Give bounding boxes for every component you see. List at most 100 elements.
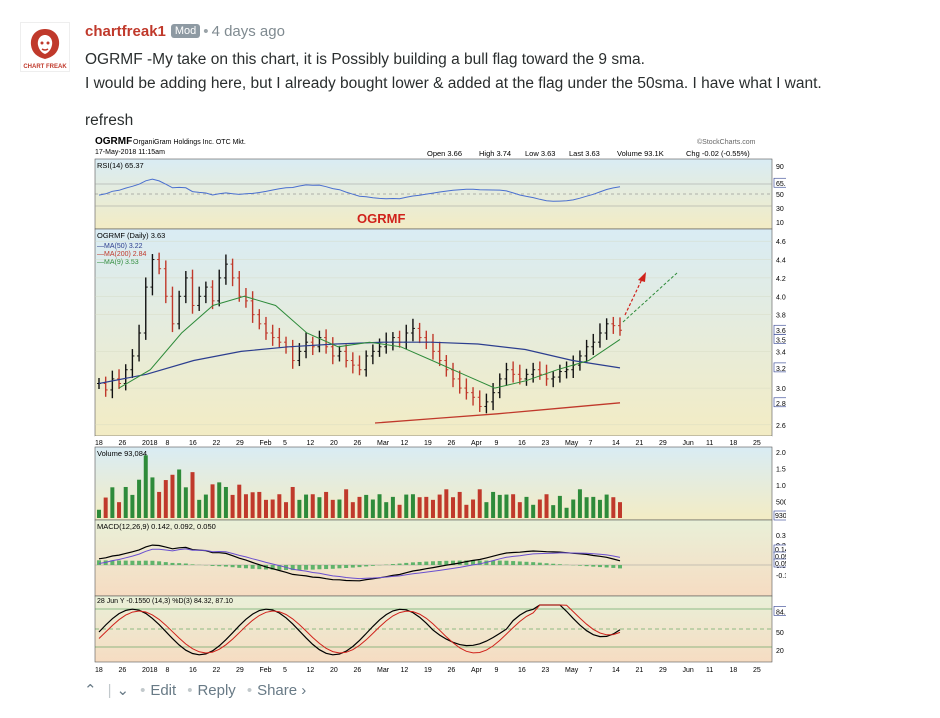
macd-hist-bar: [437, 561, 442, 565]
volume-bar: [123, 486, 128, 518]
comment-line: OGRMF -My take on this chart, it is Poss…: [85, 51, 645, 68]
macd-axis: 0.30.20.10.0-0.10.1420.0920.050: [773, 533, 786, 580]
volume-tag: 93084: [775, 513, 786, 520]
x-tick-label: 16: [189, 667, 197, 674]
projection-line: [622, 272, 678, 323]
volume-bar: [524, 496, 529, 518]
volume-bar: [430, 499, 435, 518]
volume-bar: [370, 499, 375, 518]
macd-hist-bar: [257, 565, 262, 570]
macd-hist-bar: [170, 562, 175, 565]
price-tick-label: 3.0: [776, 386, 786, 393]
price-tick-label: 4.6: [776, 239, 786, 246]
target-arrow: [624, 276, 644, 316]
volume-bar: [170, 474, 175, 518]
macd-hist-bar: [591, 565, 596, 567]
comment-timestamp[interactable]: 4 days ago: [211, 23, 285, 40]
x-tick-label: Apr: [471, 667, 483, 674]
volume-bar: [557, 495, 562, 518]
arrow-head-icon: [638, 272, 646, 282]
volume-bar: [497, 494, 502, 518]
volume-bar: [444, 489, 449, 518]
x-tick-label: 2018: [142, 667, 158, 674]
volume-label: Volume 93,084: [97, 449, 147, 458]
volume-bar: [591, 496, 596, 518]
price-tick-label: 4.2: [776, 276, 786, 283]
macd-hist-bar: [237, 565, 242, 568]
volume-axis: 2.0M 1.5M 1.0M 500K 93084: [773, 450, 786, 521]
macd-hist-bar: [504, 560, 509, 565]
macd-hist-bar: [304, 565, 309, 570]
x-tick-label: 16: [518, 667, 526, 674]
avatar[interactable]: CHART FREAK: [20, 22, 70, 72]
volume-bar: [290, 486, 295, 518]
reply-link[interactable]: Reply: [197, 682, 236, 699]
ma-legend: —MA(50) 3.22—MA(200) 2.84—MA(9) 3.53: [97, 243, 147, 266]
edit-link[interactable]: Edit: [150, 682, 177, 699]
x-tick-label: 9: [495, 667, 499, 674]
volume-bar: [210, 484, 215, 518]
volume-bar: [324, 491, 329, 518]
ma-legend-item: —MA(9) 3.53: [97, 259, 139, 266]
x-tick-label: 18: [730, 440, 738, 447]
volume-bar: [317, 497, 322, 518]
stock-chart-image[interactable]: OGRMF OrganiGram Holdings Inc. OTC Mkt. …: [85, 132, 786, 674]
volume-bar: [451, 497, 456, 518]
x-tick-label: 14: [612, 667, 620, 674]
macd-hist-bar: [370, 565, 375, 566]
price-tick-label: 3.53: [776, 337, 786, 344]
upvote-button[interactable]: ⌃: [84, 682, 97, 699]
x-tick-label: 29: [659, 667, 667, 674]
refresh-link[interactable]: refresh: [85, 112, 134, 129]
x-tick-label: 20: [330, 440, 338, 447]
share-link[interactable]: Share ›: [257, 682, 307, 699]
macd-hist-bar: [163, 562, 168, 565]
x-tick-label: 18: [95, 667, 103, 674]
x-tick-label: 26: [448, 440, 456, 447]
x-tick-label: Jun: [683, 440, 694, 447]
macd-hist-bar: [364, 565, 369, 567]
macd-hist-bar: [424, 561, 429, 565]
x-tick-label: 16: [518, 440, 526, 447]
x-tick-label: 12: [307, 667, 315, 674]
separator: •: [246, 682, 253, 699]
quote-low: Low 3.63: [525, 149, 555, 158]
macd-histogram: [97, 560, 622, 571]
volume-bar: [424, 496, 429, 518]
volume-bar: [484, 502, 489, 518]
rsi-line: [98, 178, 621, 202]
x-tick-label: 8: [166, 667, 170, 674]
author-name[interactable]: chartfreak1: [85, 23, 166, 40]
ma-legend-item: —MA(50) 3.22: [97, 243, 143, 250]
x-tick-label: 23: [542, 440, 550, 447]
volume-bar: [611, 497, 616, 518]
macd-hist-bar: [183, 563, 188, 565]
volume-bar: [257, 491, 262, 518]
macd-hist-bar: [410, 562, 415, 565]
x-tick-label: 26: [448, 667, 456, 674]
x-tick-label: Mar: [377, 667, 390, 674]
volume-bar: [330, 499, 335, 518]
macd-tag: 0.142: [775, 547, 786, 554]
separator: •: [187, 682, 193, 699]
x-tick-label: Feb: [260, 440, 272, 447]
macd-hist-bar: [444, 560, 449, 565]
macd-hist-bar: [317, 565, 322, 570]
x-tick-label: 12: [401, 440, 409, 447]
macd-hist-bar: [123, 560, 128, 565]
ma200-line: [374, 402, 621, 424]
macd-hist-bar: [97, 560, 101, 565]
price-tag-box: [773, 397, 786, 408]
x-tick-label: 19: [424, 440, 432, 447]
macd-panel: [94, 519, 773, 597]
downvote-button[interactable]: ⌄: [116, 682, 130, 699]
macd-tag: 0.092: [775, 554, 786, 561]
volume-bar: [464, 504, 469, 518]
volume-bar: [243, 494, 248, 518]
volume-bar: [511, 494, 516, 518]
price-tick-label: 3.4: [776, 349, 786, 356]
x-axis-top: 18 26 2018 8 16 22 29 Feb 5 12 20 26 Mar 12 19 26 Apr 9 16…: [95, 440, 761, 447]
comment-line: I would be adding here, but I already bo…: [85, 75, 822, 92]
volume-bar: [310, 494, 315, 518]
macd-hist-bar: [337, 565, 342, 569]
